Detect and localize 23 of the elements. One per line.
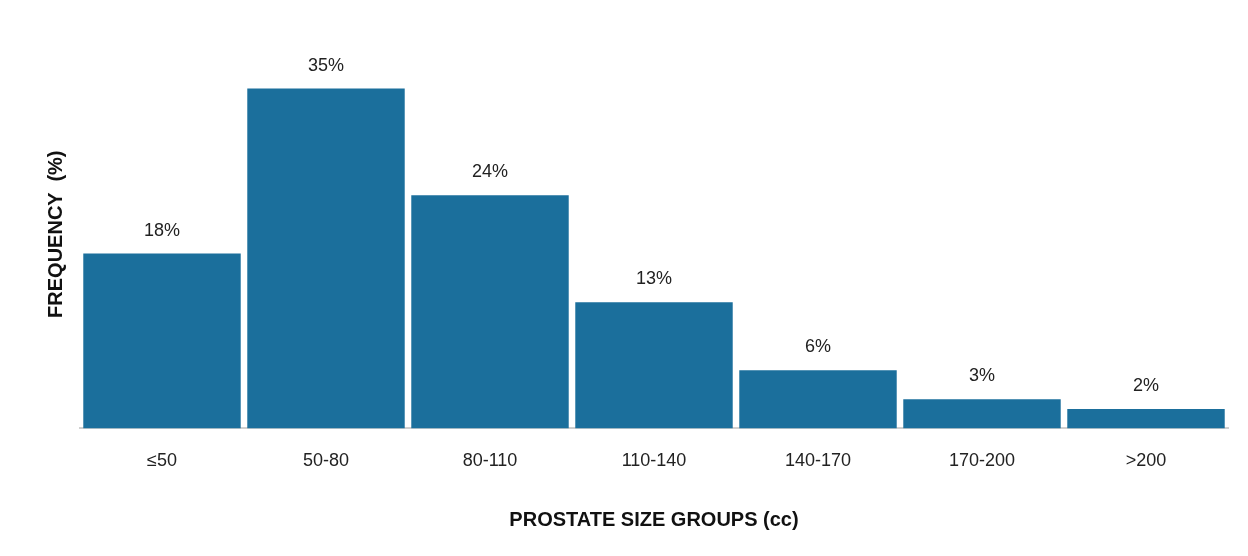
x-tick-label: ≤50 (147, 450, 177, 471)
bar (739, 370, 897, 429)
bar (411, 195, 569, 429)
x-axis-title: PROSTATE SIZE GROUPS (cc) (509, 507, 799, 530)
x-tick-label: 140-170 (784, 450, 852, 471)
data-label: 35% (307, 54, 345, 75)
data-label: 13% (635, 268, 673, 289)
data-label: 18% (143, 219, 181, 240)
bar (575, 302, 733, 429)
data-label: 6% (804, 336, 832, 357)
x-tick-label: >200 (1125, 450, 1167, 471)
data-label: 2% (1132, 374, 1160, 395)
bar (1067, 408, 1225, 429)
bar (903, 399, 1061, 429)
bar (247, 88, 405, 429)
x-tick-label: 50-80 (302, 450, 350, 471)
x-tick-label: 170-200 (948, 450, 1016, 471)
bar (83, 253, 241, 429)
x-tick-label: 80-110 (462, 450, 518, 471)
data-label: 24% (471, 161, 509, 182)
x-tick-label: 110-140 (621, 450, 687, 471)
y-axis-title: FREQUENCY (%) (43, 150, 66, 318)
data-label: 3% (968, 365, 996, 386)
